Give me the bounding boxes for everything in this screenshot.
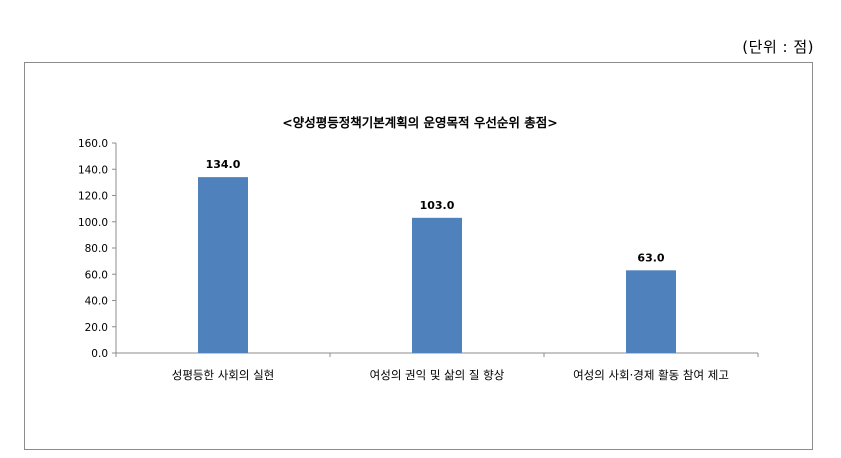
x-category-label: 여성의 사회·경제 활동 참여 제고 bbox=[573, 368, 729, 382]
y-tick-label: 0.0 bbox=[91, 348, 108, 360]
bar bbox=[626, 270, 676, 353]
y-tick-label: 20.0 bbox=[85, 322, 108, 334]
data-label: 63.0 bbox=[637, 251, 664, 264]
data-label: 134.0 bbox=[206, 158, 241, 171]
chart-title: <양성평등정책기본계획의 운영목적 우선순위 총점> bbox=[282, 115, 558, 130]
chart-frame bbox=[24, 62, 813, 450]
chart-bars: 134.0 성평등한 사회의 실현 103.0 여성의 권익 및 삶의 질 향상 63.… bbox=[172, 158, 729, 382]
bar bbox=[198, 177, 248, 353]
y-tick-label: 100.0 bbox=[78, 217, 108, 229]
bar bbox=[412, 217, 462, 353]
x-category-label: 여성의 권익 및 삶의 질 향상 bbox=[370, 368, 505, 382]
y-tick-label: 40.0 bbox=[85, 296, 108, 308]
y-tick-label: 160.0 bbox=[78, 138, 108, 150]
data-label: 103.0 bbox=[420, 199, 455, 212]
y-tick-label: 140.0 bbox=[78, 164, 108, 176]
y-tick-label: 120.0 bbox=[78, 191, 108, 203]
y-tick-label: 60.0 bbox=[85, 269, 108, 281]
x-category-label: 성평등한 사회의 실현 bbox=[172, 368, 275, 382]
y-tick-label: 80.0 bbox=[85, 243, 108, 255]
unit-label: (단위 : 점) bbox=[742, 38, 814, 56]
